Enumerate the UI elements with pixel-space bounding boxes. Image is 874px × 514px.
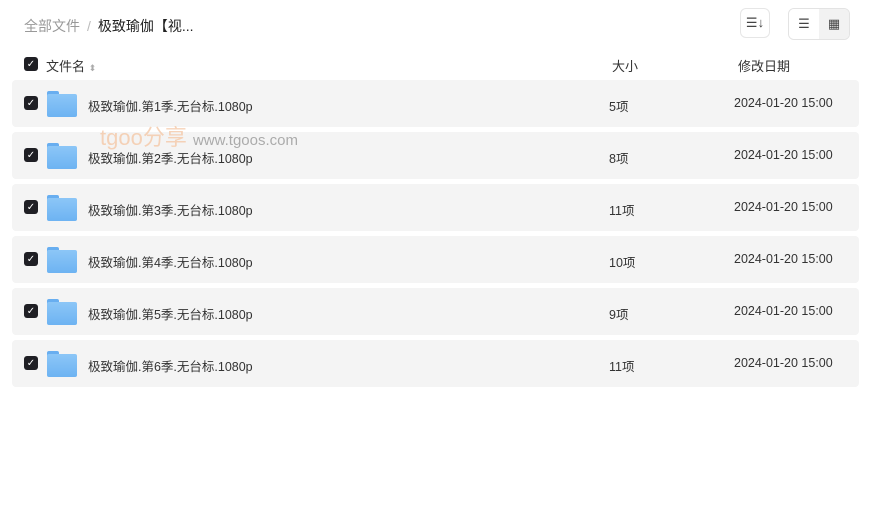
watermark: tgoo分享 www.tgoos.com [100,120,298,152]
grid-view-icon: ▦ [827,16,841,31]
grid-view-button[interactable]: ▦ [819,9,849,39]
file-size: 8项 [609,152,629,166]
file-date: 2024-01-20 15:00 [734,96,833,110]
folder-icon [47,351,77,377]
table-header: ✓ 文件名 ⬍ 大小 修改日期 [0,54,874,74]
breadcrumb-separator: / [87,18,91,34]
file-date: 2024-01-20 15:00 [734,148,833,162]
row-checkbox[interactable]: ✓ [24,356,38,370]
watermark-url: www.tgoos.com [192,132,298,149]
file-size: 5项 [609,100,629,114]
file-date: 2024-01-20 15:00 [734,304,833,318]
folder-icon [47,299,77,325]
sort-arrows-icon[interactable]: ⬍ [88,63,97,73]
file-row[interactable]: ✓ 极致瑜伽.第3季.无台标.1080p 11项 2024-01-20 15:0… [12,184,859,231]
file-row[interactable]: ✓ 极致瑜伽.第2季.无台标.1080p 8项 2024-01-20 15:00 [12,132,859,179]
file-size: 11项 [609,204,635,218]
row-checkbox[interactable]: ✓ [24,252,38,266]
row-checkbox[interactable]: ✓ [24,304,38,318]
file-size: 10项 [609,256,636,270]
file-size: 11项 [609,360,635,374]
file-row[interactable]: ✓ 极致瑜伽.第6季.无台标.1080p 11项 2024-01-20 15:0… [12,340,859,387]
watermark-brand: tgoo分享 [100,125,187,150]
file-name[interactable]: 极致瑜伽.第6季.无台标.1080p [88,360,253,374]
file-date: 2024-01-20 15:00 [734,252,833,266]
row-checkbox[interactable]: ✓ [24,148,38,162]
breadcrumb: 全部文件 / 极致瑜伽【视... [24,16,194,36]
file-name[interactable]: 极致瑜伽.第2季.无台标.1080p [88,152,253,166]
list-view-button[interactable]: ☰ [789,9,819,39]
file-date: 2024-01-20 15:00 [734,356,833,370]
list-view-icon: ☰ [798,16,810,31]
file-name[interactable]: 极致瑜伽.第3季.无台标.1080p [88,204,253,218]
file-name[interactable]: 极致瑜伽.第4季.无台标.1080p [88,256,253,270]
folder-icon [47,247,77,273]
column-name[interactable]: 文件名 ⬍ [46,56,96,75]
sort-icon: ☰↓ [745,15,765,30]
file-row[interactable]: ✓ 极致瑜伽.第5季.无台标.1080p 9项 2024-01-20 15:00 [12,288,859,335]
file-name[interactable]: 极致瑜伽.第5季.无台标.1080p [88,308,253,322]
folder-icon [47,91,77,117]
file-name[interactable]: 极致瑜伽.第1季.无台标.1080p [88,100,253,114]
file-date: 2024-01-20 15:00 [734,200,833,214]
column-date[interactable]: 修改日期 [738,59,791,74]
folder-icon [47,195,77,221]
select-all-checkbox[interactable]: ✓ [24,57,38,71]
file-row[interactable]: ✓ 极致瑜伽.第4季.无台标.1080p 10项 2024-01-20 15:0… [12,236,859,283]
file-size: 9项 [609,308,629,322]
row-checkbox[interactable]: ✓ [24,96,38,110]
column-name-label: 文件名 [46,59,86,74]
folder-icon [47,143,77,169]
column-size[interactable]: 大小 [612,59,639,74]
file-row[interactable]: ✓ 极致瑜伽.第1季.无台标.1080p 5项 2024-01-20 15:00 [12,80,859,127]
view-toggle: ☰ ▦ [788,8,850,40]
breadcrumb-current: 极致瑜伽【视... [97,18,194,34]
sort-button[interactable]: ☰↓ [740,8,770,38]
row-checkbox[interactable]: ✓ [24,200,38,214]
breadcrumb-root[interactable]: 全部文件 [24,18,80,34]
